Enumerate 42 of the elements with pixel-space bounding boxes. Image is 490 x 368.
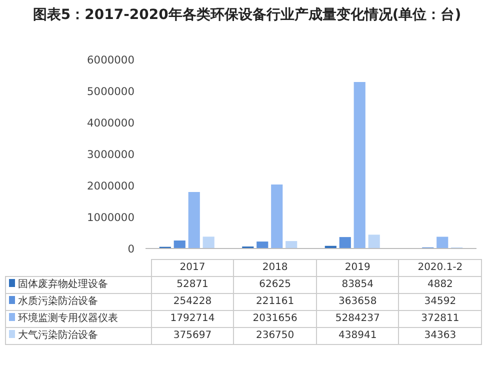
legend-label: 环境监测专用仪器仪表 (6, 310, 152, 328)
x-tick-label: 2019 (316, 260, 399, 276)
bar (339, 237, 351, 248)
bar (202, 236, 214, 248)
y-tick-label: 0 (128, 242, 135, 256)
data-label: 372811 (398, 310, 482, 328)
data-label: 34592 (398, 294, 482, 310)
y-tick-label: 5000000 (87, 85, 135, 98)
data-label: 4882 (398, 276, 482, 294)
data-label: 62625 (234, 276, 316, 294)
data-label: 375697 (151, 328, 234, 344)
data-label: 83854 (316, 276, 399, 294)
bar (286, 241, 298, 248)
data-label: 2031656 (234, 310, 316, 328)
bar (368, 234, 380, 248)
bar (188, 192, 200, 248)
y-tick-label: 3000000 (87, 148, 135, 161)
y-tick-label: 4000000 (87, 116, 135, 130)
data-label: 52871 (151, 276, 234, 294)
legend-label: 水质污染防治设备 (6, 294, 152, 310)
data-label: 1792714 (151, 310, 234, 328)
x-tick-label: 2017 (151, 260, 234, 276)
bar (256, 242, 268, 248)
chart-title: 图表5：2017-2020年各类环保设备行业产成量变化情况(单位：台) (32, 6, 462, 25)
data-label: 221161 (234, 294, 316, 310)
bar (174, 240, 186, 248)
data-label: 236750 (234, 328, 316, 344)
y-tick-label: 6000000 (87, 54, 135, 66)
data-label: 363658 (316, 294, 399, 310)
bar (436, 236, 448, 248)
x-tick-label: 2020.1-2 (398, 260, 482, 276)
x-tick-label: 2018 (234, 260, 316, 276)
legend-label: 固体废弃物处理设备 (6, 276, 152, 294)
bar (271, 184, 283, 248)
y-tick-label: 2000000 (87, 180, 135, 192)
data-label: 254228 (151, 294, 234, 310)
bar (354, 82, 366, 248)
data-label: 438941 (316, 328, 399, 344)
data-label: 5284237 (316, 310, 399, 328)
y-tick-label: 1000000 (87, 211, 135, 224)
data-label: 34363 (398, 328, 482, 344)
legend-label: 大气污染防治设备 (6, 328, 152, 344)
